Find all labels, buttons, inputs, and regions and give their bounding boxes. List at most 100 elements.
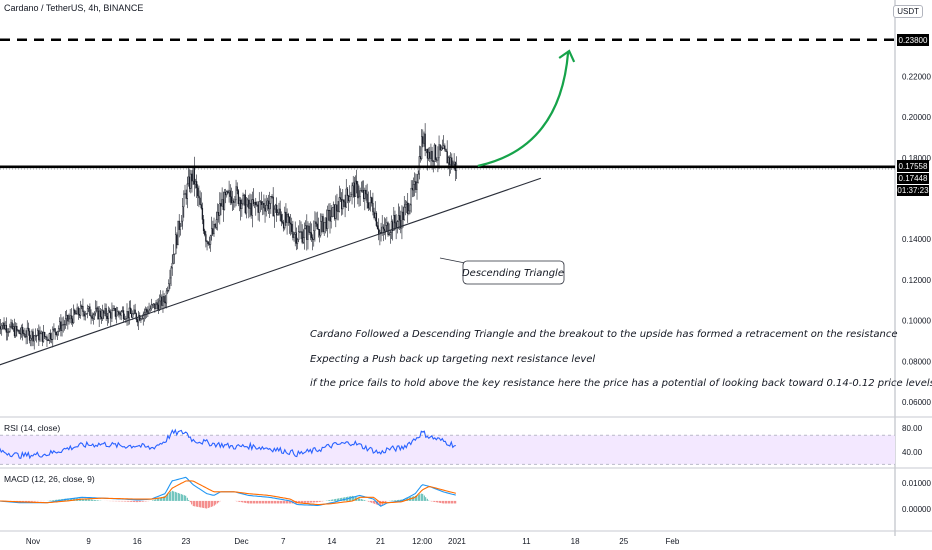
time-tick: 12:00 <box>412 537 433 546</box>
candle-body <box>176 234 178 246</box>
candle-body <box>111 310 113 319</box>
candle-body <box>256 204 258 206</box>
time-tick: Feb <box>666 537 680 546</box>
candle-body <box>208 243 211 245</box>
candle-body <box>411 187 414 191</box>
note-2: Expecting a Push back up targeting next … <box>310 354 595 365</box>
resistance-price-tag: 0.17558 <box>897 160 929 172</box>
price-axis[interactable]: 0.22000 0.20000 0.18000 0.14000 0.12000 0.100… <box>902 72 931 407</box>
candle-body <box>279 208 281 215</box>
candle-body <box>284 211 286 229</box>
candle-body <box>135 313 137 320</box>
candle-body <box>407 202 409 215</box>
candle-body <box>231 200 234 203</box>
candle-body <box>172 254 175 264</box>
candle-body <box>438 144 440 159</box>
time-tick: Nov <box>26 537 40 546</box>
candle-body <box>216 212 219 220</box>
candle-body <box>182 206 184 222</box>
candle-body <box>140 318 142 321</box>
candle-body <box>141 318 143 320</box>
candle-body <box>190 173 192 189</box>
candle-body <box>305 225 307 229</box>
candle-body <box>364 189 366 199</box>
time-tick: 14 <box>327 537 336 546</box>
candle-body <box>337 210 339 212</box>
candle-body <box>226 191 228 196</box>
candle-body <box>417 173 419 183</box>
candle-body <box>85 313 88 315</box>
price-tick: 0.20000 <box>902 113 931 122</box>
candle-body <box>264 207 266 212</box>
candle-body <box>223 192 226 210</box>
candle-body <box>361 190 364 192</box>
candle-body <box>314 221 316 231</box>
candle-body <box>114 308 117 317</box>
time-tick: 2021 <box>448 537 466 546</box>
candle-body <box>77 307 79 315</box>
candle-body <box>432 160 434 162</box>
candle-body <box>78 314 81 316</box>
candle-body <box>217 212 220 216</box>
candle-body <box>444 145 446 150</box>
candle-body <box>299 231 301 233</box>
time-tick: 23 <box>181 537 190 546</box>
candle-body <box>229 190 231 197</box>
candle-body <box>318 229 321 236</box>
time-tick: 7 <box>281 537 286 546</box>
candle-body <box>440 147 443 151</box>
candle-body <box>25 336 27 338</box>
candle-body <box>103 310 105 314</box>
candle-body <box>13 326 16 337</box>
candle-body <box>82 306 84 312</box>
time-axis[interactable]: Nov 9 16 23 Dec 7 14 21 12:00 2021 11 18 25 Feb <box>26 537 680 546</box>
candle-body <box>405 202 408 205</box>
candle-body <box>213 224 215 235</box>
price-tick: 0.22000 <box>902 72 931 81</box>
candle-body <box>450 157 452 165</box>
candle-body <box>351 185 353 195</box>
candle-body <box>61 324 63 331</box>
candle-body <box>21 327 24 334</box>
candle-body <box>112 308 114 311</box>
candle-body <box>98 310 100 320</box>
candle-body <box>414 181 416 185</box>
candle-body <box>242 195 244 204</box>
candle-body <box>171 262 173 269</box>
candle-body <box>260 201 263 205</box>
countdown-label: 01:37:23 <box>897 186 929 195</box>
candle-body <box>93 312 96 315</box>
currency-badge[interactable]: USDT <box>893 5 923 18</box>
candle-body <box>100 316 103 319</box>
candle-body <box>193 166 195 185</box>
candle-body <box>132 313 134 318</box>
candle-body <box>310 232 313 238</box>
candle-body <box>388 234 390 236</box>
candle-body <box>195 181 198 189</box>
candle-body <box>219 203 221 216</box>
candle-body <box>385 225 387 232</box>
candle-body <box>434 144 437 160</box>
candle-body <box>445 149 447 152</box>
candle-body <box>105 308 107 317</box>
candle-body <box>323 222 325 232</box>
candle-body <box>33 335 35 342</box>
candle-body <box>376 225 379 230</box>
candle-body <box>88 306 90 309</box>
candle-body <box>23 333 25 335</box>
candle-body <box>358 196 360 199</box>
candle-body <box>334 204 336 219</box>
candle-body <box>269 203 271 210</box>
candle-body <box>303 228 306 238</box>
candle-body <box>18 330 20 334</box>
candle-body <box>306 225 308 240</box>
candle-body <box>41 331 43 342</box>
candle-body <box>211 228 213 236</box>
candle-body <box>277 212 279 216</box>
candle-body <box>436 159 438 161</box>
candle-body <box>175 234 177 255</box>
candle-body <box>165 290 168 304</box>
candle-body <box>212 228 214 235</box>
candle-body <box>267 200 270 210</box>
